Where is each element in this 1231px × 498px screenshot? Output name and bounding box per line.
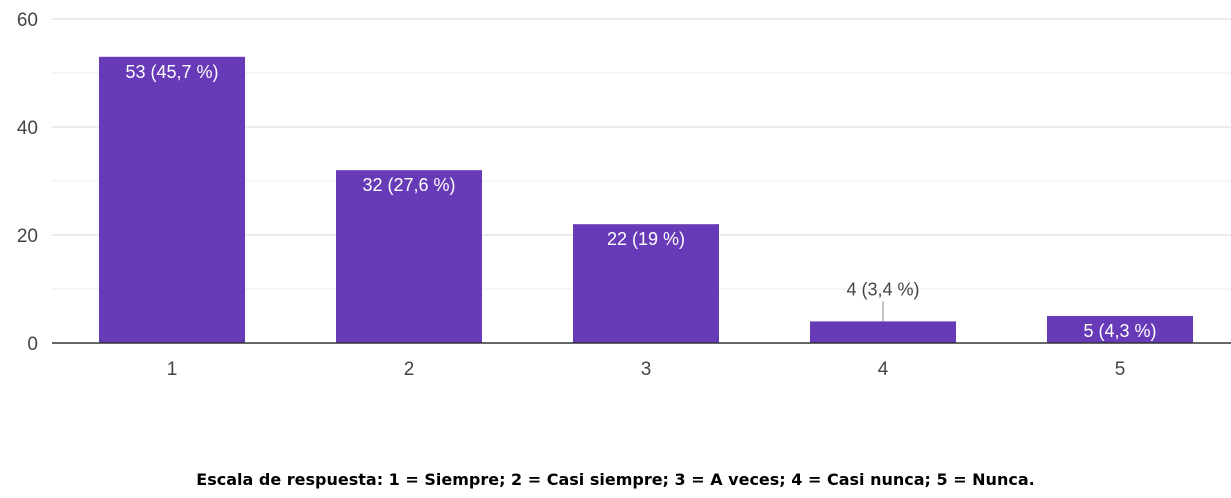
y-axis-ticks: 0 20 40 60	[17, 10, 38, 355]
x-tick-label: 3	[641, 359, 652, 380]
bar	[1047, 316, 1193, 343]
bar	[99, 56, 245, 344]
x-tick-label: 2	[404, 359, 415, 380]
bar	[573, 224, 719, 343]
y-tick-label: 40	[17, 118, 38, 139]
bars	[99, 56, 1193, 344]
x-tick-label: 5	[1115, 359, 1126, 380]
scale-caption: Escala de respuesta: 1 = Siempre; 2 = Ca…	[196, 470, 1035, 489]
data-label: 4 (3,4 %)	[846, 279, 919, 299]
y-tick-label: 20	[17, 226, 38, 247]
data-label: 22 (19 %)	[607, 229, 685, 249]
bar	[336, 170, 482, 343]
data-labels: 53 (45,7 %) 32 (27,6 %) 22 (19 %) 4 (3,4 %)…	[125, 62, 1156, 341]
bar-chart: 0 20 40 60 1 2 3 4 5 53 (45,7 %) 32 (27,6 %) 22 (…	[17, 10, 1231, 380]
data-label: 53 (45,7 %)	[125, 62, 218, 82]
data-label: 32 (27,6 %)	[362, 175, 455, 195]
y-tick-label: 60	[17, 10, 38, 31]
x-axis-ticks: 1 2 3 4 5	[167, 359, 1126, 380]
x-tick-label: 4	[878, 359, 889, 380]
bar	[810, 321, 956, 343]
x-tick-label: 1	[167, 359, 178, 380]
y-tick-label: 0	[27, 334, 38, 355]
grid	[52, 18, 1231, 290]
data-label: 5 (4,3 %)	[1083, 321, 1156, 341]
